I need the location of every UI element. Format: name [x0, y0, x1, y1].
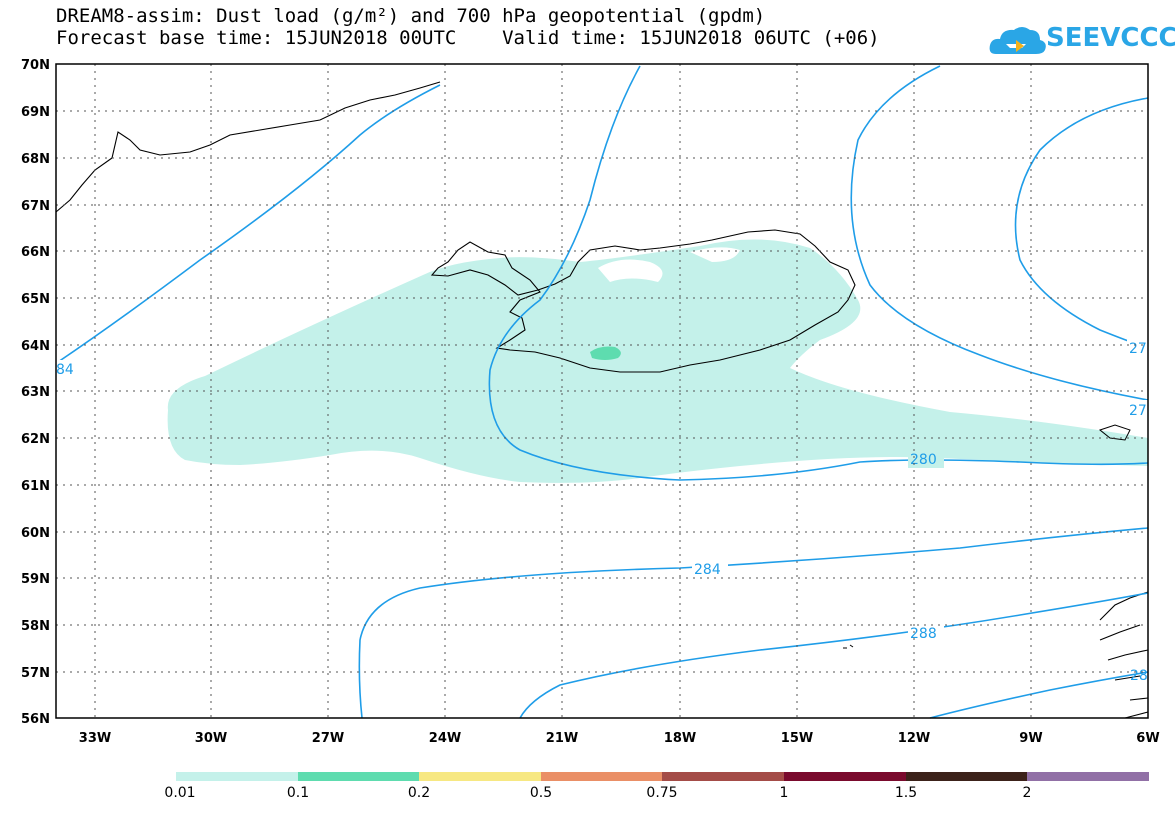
lon-label: 33W [79, 731, 111, 746]
lon-label: 24W [429, 731, 461, 746]
legend-label: 0.1 [287, 785, 309, 801]
lon-label: 6W [1136, 731, 1159, 746]
longitude-labels: 33W 30W 27W 24W 21W 18W 15W 12W 9W 6W [79, 731, 1160, 746]
latitude-labels: 70N 69N 68N 67N 66N 65N 64N 63N 62N 61N … [21, 58, 50, 727]
lon-label: 21W [546, 731, 578, 746]
greenland-coastline [56, 82, 440, 212]
lat-label: 61N [21, 479, 50, 494]
legend-swatch [784, 772, 906, 781]
legend-label: 0.01 [164, 785, 195, 801]
contour-label: 27 [1129, 403, 1147, 419]
lat-label: 67N [21, 199, 50, 214]
lat-label: 57N [21, 666, 50, 681]
legend-label: 0.75 [646, 785, 677, 801]
lat-label: 65N [21, 292, 50, 307]
lat-label: 70N [21, 58, 50, 73]
legend-swatch [541, 772, 662, 781]
lat-label: 62N [21, 432, 50, 447]
contour-label: 84 [56, 362, 74, 378]
lat-label: 58N [21, 619, 50, 634]
lon-label: 30W [195, 731, 227, 746]
lon-label: 12W [898, 731, 930, 746]
legend-label: 0.2 [408, 785, 430, 801]
legend-swatch [419, 772, 541, 781]
legend-swatch [906, 772, 1027, 781]
lat-label: 59N [21, 572, 50, 587]
legend-label: 1 [780, 785, 789, 801]
contour-label: 28 [1130, 668, 1148, 684]
lat-label: 63N [21, 385, 50, 400]
legend-swatch [176, 772, 298, 781]
legend-swatch [298, 772, 419, 781]
lon-label: 18W [664, 731, 696, 746]
lon-label: 27W [312, 731, 344, 746]
legend-swatch [662, 772, 784, 781]
legend-swatch [1027, 772, 1149, 781]
lat-label: 66N [21, 245, 50, 260]
map-panel: 280 284 288 27 27 84 28 70N 69N [0, 0, 1175, 815]
lon-label: 9W [1019, 731, 1042, 746]
lat-label: 60N [21, 526, 50, 541]
legend-label: 2 [1023, 785, 1032, 801]
color-legend [176, 772, 1149, 781]
lat-label: 68N [21, 152, 50, 167]
lat-label: 64N [21, 339, 50, 354]
legend-label: 0.5 [530, 785, 552, 801]
lat-label: 56N [21, 712, 50, 727]
lon-label: 15W [781, 731, 813, 746]
contour-label: 284 [694, 562, 721, 578]
contour-label: 280 [910, 452, 937, 468]
contour-label: 27 [1129, 341, 1147, 357]
legend-label: 1.5 [895, 785, 917, 801]
lat-label: 69N [21, 105, 50, 120]
